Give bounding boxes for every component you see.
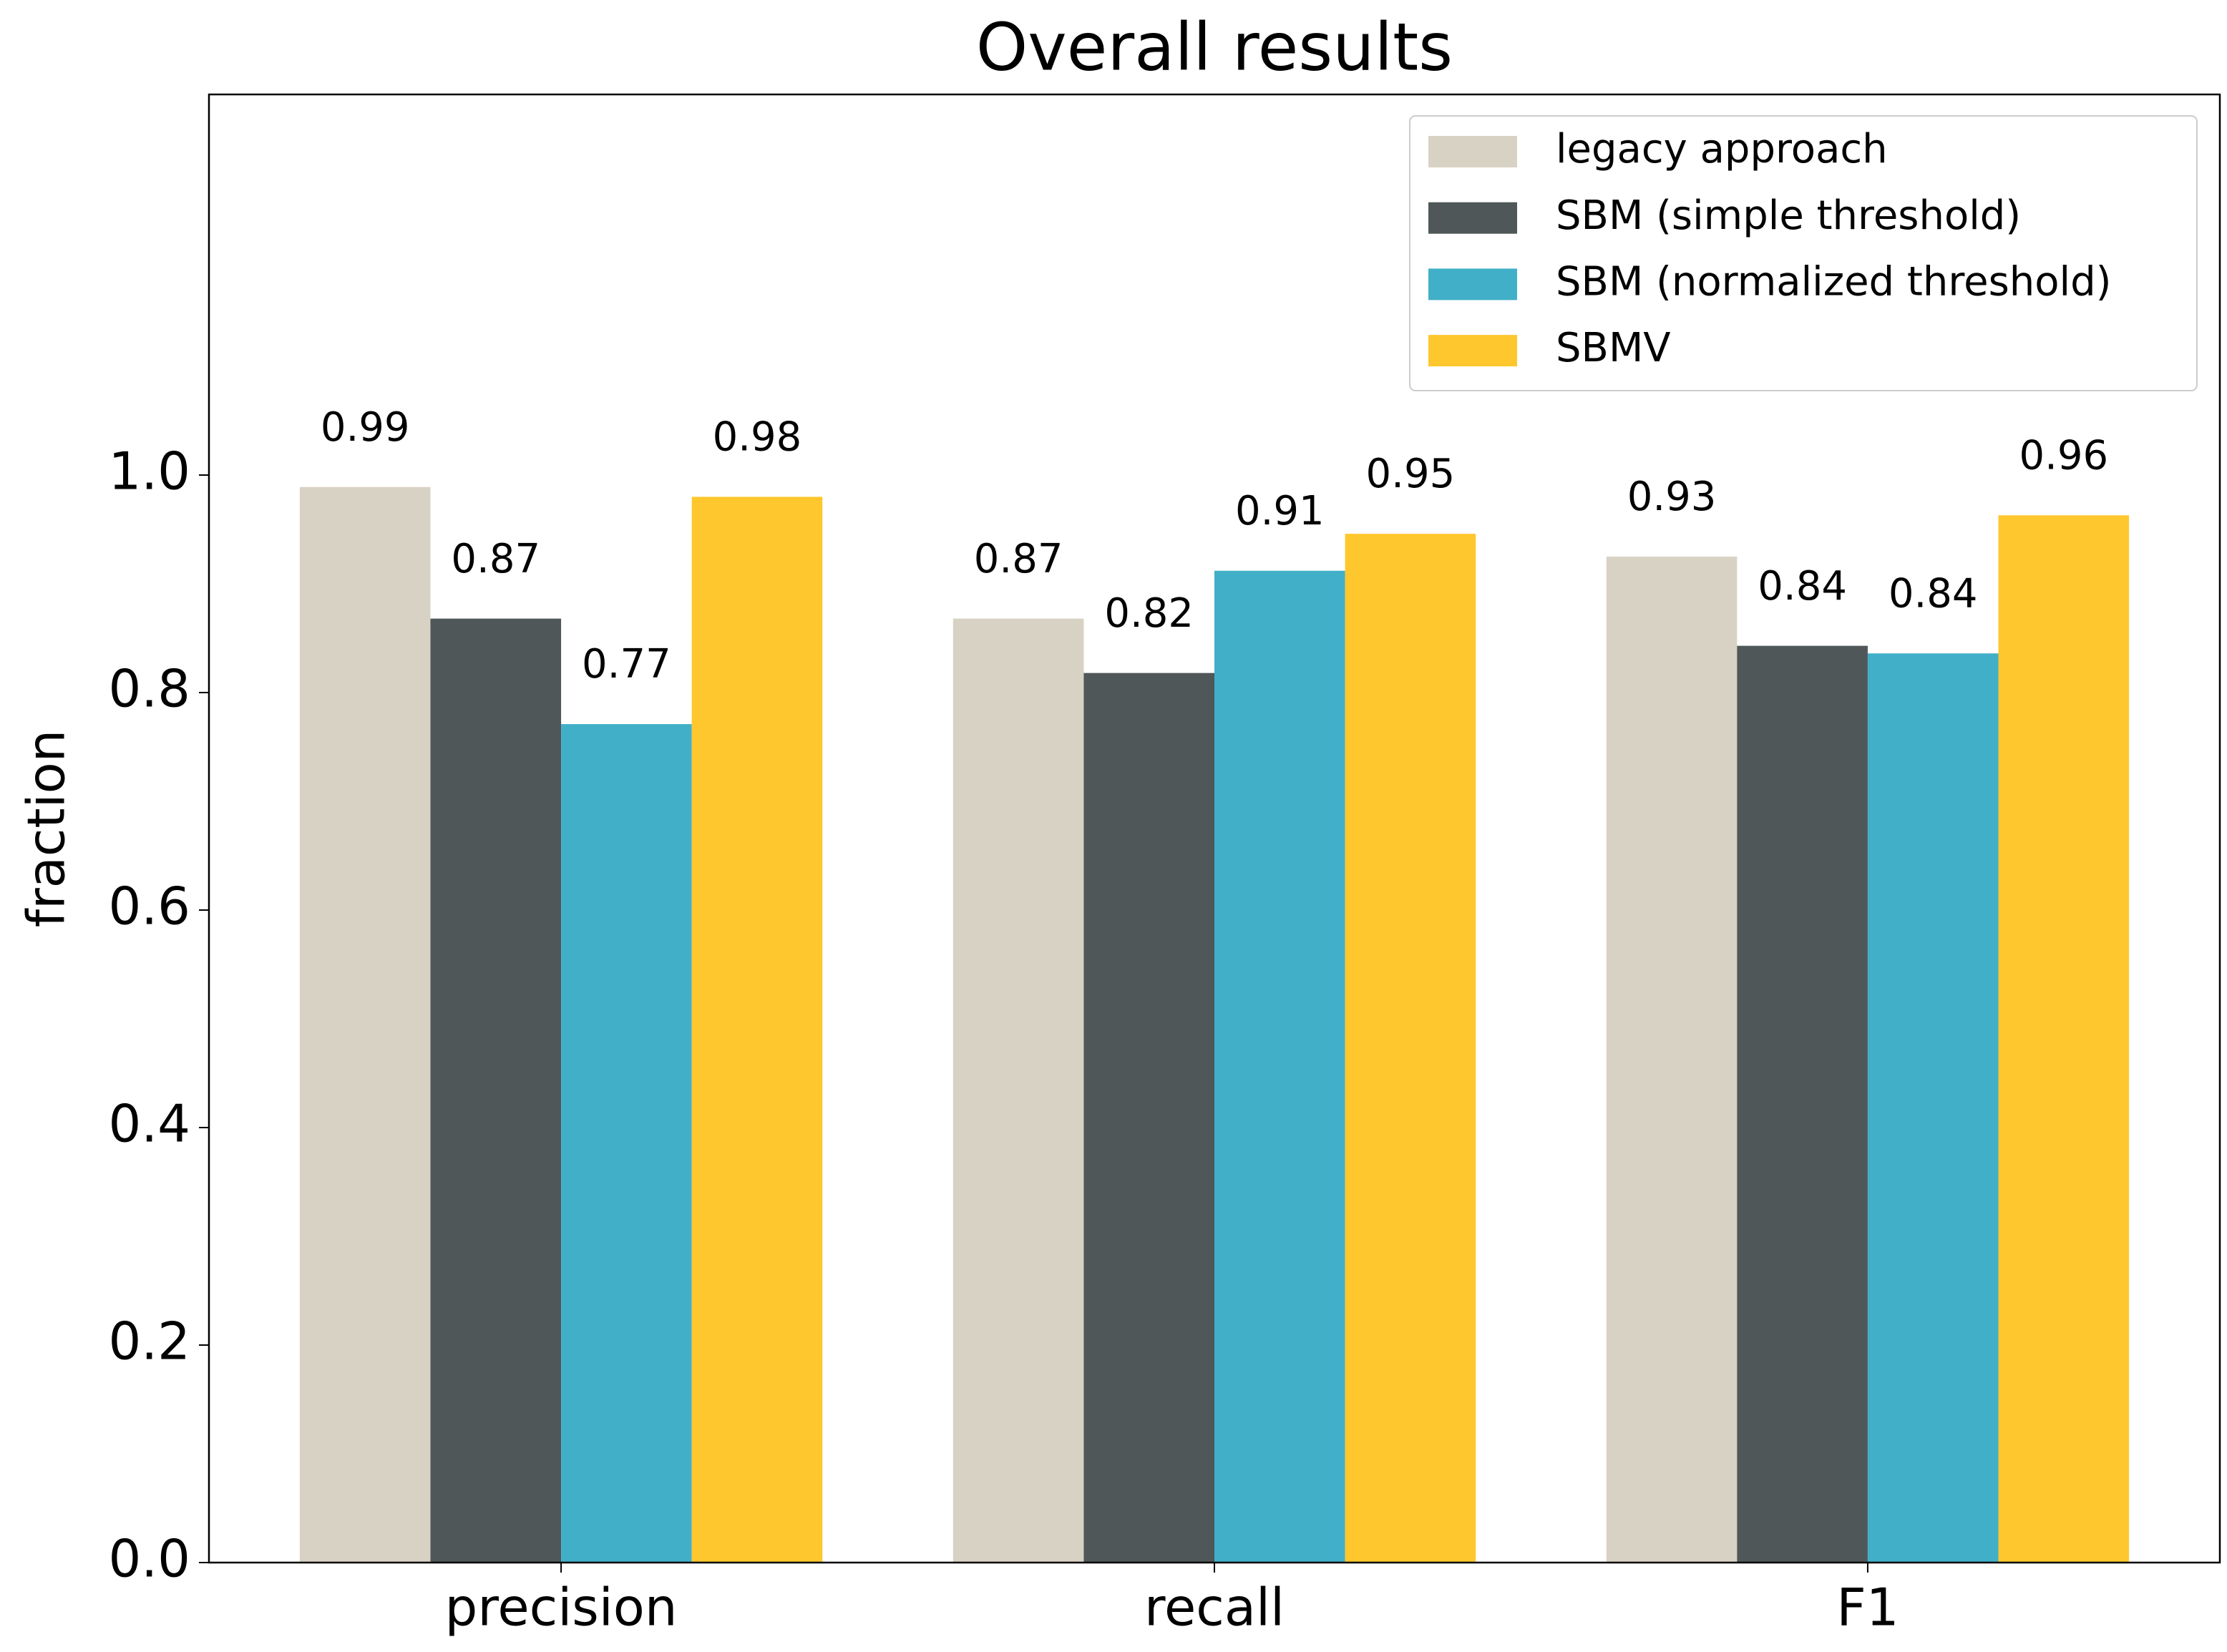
value-label: 0.98: [713, 414, 802, 461]
legend-swatch: [1428, 136, 1517, 167]
bar: [1867, 653, 1999, 1563]
plot-frame: [208, 93, 2221, 1564]
legend-label: SBMV: [1556, 325, 1671, 371]
bar: [561, 724, 692, 1563]
value-label: 0.84: [1758, 563, 1847, 610]
y-tick-label: 1.0: [108, 441, 190, 502]
bar: [1083, 673, 1214, 1563]
value-label: 0.96: [2019, 432, 2108, 479]
y-tick-label: 0.8: [108, 659, 190, 719]
legend-swatch: [1428, 268, 1517, 300]
legend-swatch: [1428, 335, 1517, 367]
value-label: 0.95: [1366, 451, 1456, 497]
bar: [952, 618, 1084, 1563]
legend-box: [1409, 115, 2198, 391]
bar: [1345, 534, 1476, 1563]
bar: [1998, 515, 2130, 1563]
value-label: 0.91: [1235, 488, 1325, 534]
bar: [1214, 570, 1345, 1563]
value-label: 0.82: [1104, 590, 1194, 637]
value-label: 0.87: [451, 536, 540, 582]
bar: [1606, 557, 1738, 1563]
value-label: 0.99: [321, 404, 410, 451]
value-label: 0.77: [582, 641, 671, 688]
legend-swatch: [1428, 202, 1517, 234]
x-tick-label: precision: [445, 1578, 678, 1638]
y-tick-label: 0.0: [108, 1529, 190, 1589]
legend-label: SBM (normalized threshold): [1556, 259, 2111, 306]
x-tick-label: F1: [1836, 1578, 1899, 1638]
chart-title: Overall results: [976, 9, 1453, 85]
y-tick-label: 0.4: [108, 1094, 190, 1154]
x-tick-label: recall: [1144, 1578, 1285, 1638]
legend-label: legacy approach: [1556, 126, 1888, 172]
bar: [1737, 645, 1868, 1563]
value-label: 0.93: [1627, 474, 1717, 520]
y-tick-label: 0.2: [108, 1311, 190, 1372]
value-label: 0.87: [974, 536, 1063, 582]
value-label: 0.84: [1889, 570, 1978, 617]
bar: [691, 497, 823, 1563]
legend-label: SBM (simple threshold): [1556, 192, 2021, 239]
y-tick-label: 0.6: [108, 876, 190, 937]
bar: [430, 618, 562, 1563]
y-axis-label: fraction: [16, 730, 77, 928]
bar: [299, 487, 431, 1563]
